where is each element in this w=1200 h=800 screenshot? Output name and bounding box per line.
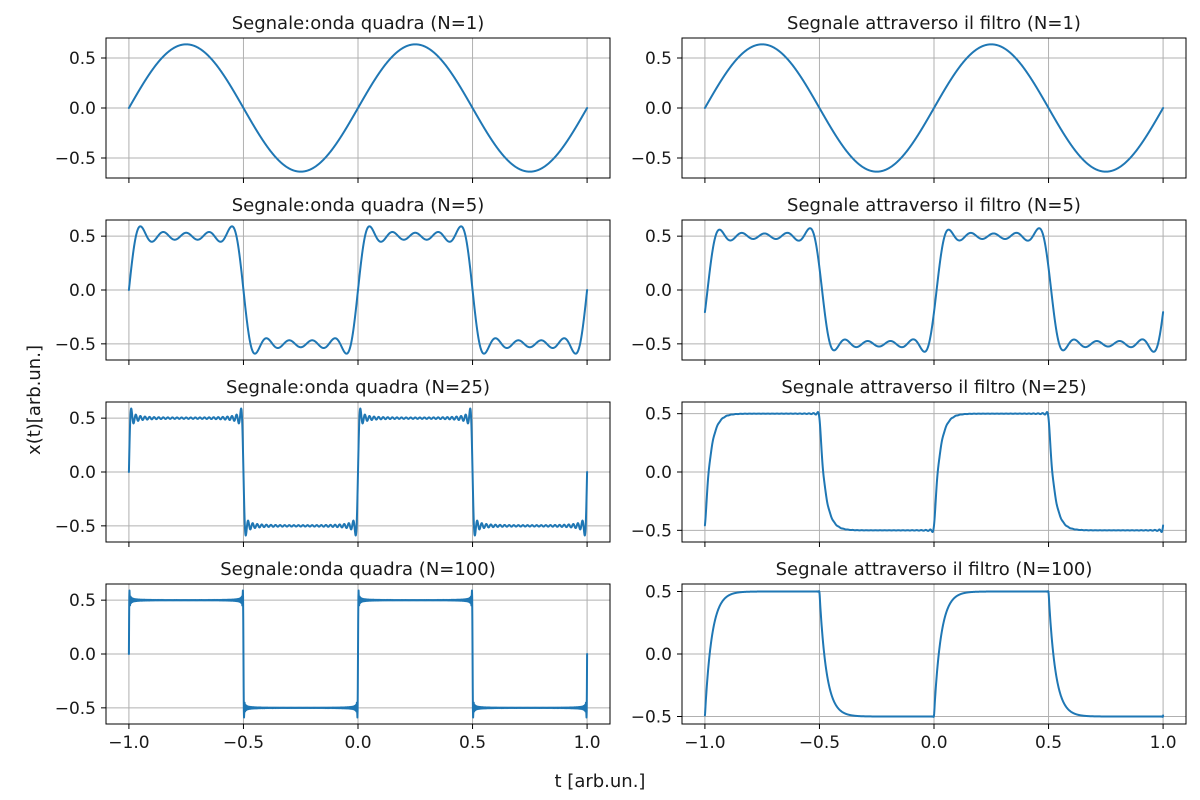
x-tick-label: 1.0 xyxy=(574,733,601,753)
y-tick-label: 0.0 xyxy=(645,463,672,483)
subplot-7: 0.5 0.0 −0.5 −1.0 −0.5 0.0 0.5 1.0 Segnale:onda … xyxy=(55,559,611,753)
subplot-5: 0.5 0.0 −0.5 Segnale:onda quadra (N=25) xyxy=(55,377,611,547)
subplot-3: 0.5 0.0 −0.5 Segnale:onda quadra (N=5) xyxy=(55,195,611,365)
subplot-title: Segnale:onda quadra (N=1) xyxy=(232,13,485,34)
y-tick-label: 0.0 xyxy=(69,99,96,119)
x-tick-label: 0.5 xyxy=(1035,733,1062,753)
series-line xyxy=(703,227,1165,353)
figure-xlabel: t [arb.un.] xyxy=(555,771,646,792)
y-tick-label: 0.0 xyxy=(645,99,672,119)
y-tick-label: −0.5 xyxy=(55,699,96,719)
y-tick-label: 0.5 xyxy=(645,49,672,69)
y-tick-label: 0.0 xyxy=(69,463,96,483)
y-tick-label: 0.5 xyxy=(645,583,672,603)
subplot-title: Segnale attraverso il filtro (N=1) xyxy=(787,13,1081,34)
subplot-title: Segnale attraverso il filtro (N=100) xyxy=(776,559,1093,580)
subplot-title: Segnale:onda quadra (N=5) xyxy=(232,195,485,216)
y-tick-label: −0.5 xyxy=(55,335,96,355)
subplot-6: 0.5 0.0 −0.5 Segnale attraverso il filtro (… xyxy=(631,377,1187,547)
series-line xyxy=(703,43,1165,173)
series-line xyxy=(127,225,589,355)
figure-ylabel: x(t)[arb.un.] xyxy=(24,345,45,455)
subplot-title: Segnale attraverso il filtro (N=5) xyxy=(787,195,1081,216)
subplot-title: Segnale attraverso il filtro (N=25) xyxy=(781,377,1086,398)
subplot-2: 0.5 0.0 −0.5 Segnale attraverso il filtro (… xyxy=(631,13,1187,183)
subplot-1: 0.5 0.0 −0.5 Segnale:onda quadra (N=1) xyxy=(55,13,611,183)
x-tick-label: 0.0 xyxy=(920,733,947,753)
series-line xyxy=(127,407,589,537)
series-line xyxy=(127,43,589,173)
y-tick-label: 0.5 xyxy=(69,49,96,69)
x-tick-label: −1.0 xyxy=(108,733,149,753)
subplot-4: 0.5 0.0 −0.5 Segnale attraverso il filtro (… xyxy=(631,195,1187,365)
y-tick-label: −0.5 xyxy=(631,149,672,169)
y-tick-label: 0.0 xyxy=(645,645,672,665)
y-tick-label: 0.0 xyxy=(69,281,96,301)
series-line xyxy=(703,590,1165,718)
series-line xyxy=(703,411,1165,533)
subplot-title: Segnale:onda quadra (N=25) xyxy=(226,377,490,398)
x-tick-label: 0.5 xyxy=(459,733,486,753)
y-tick-label: 0.5 xyxy=(645,227,672,247)
y-tick-label: −0.5 xyxy=(631,708,672,728)
subplot-8: 0.5 0.0 −0.5 −1.0 −0.5 0.0 0.5 1.0 Segnale attra… xyxy=(631,559,1187,753)
series-line xyxy=(127,589,589,719)
x-tick-label: −0.5 xyxy=(799,733,840,753)
y-tick-label: 0.0 xyxy=(645,281,672,301)
subplot-title: Segnale:onda quadra (N=100) xyxy=(220,559,496,580)
x-tick-label: −0.5 xyxy=(223,733,264,753)
y-tick-label: 0.5 xyxy=(69,409,96,429)
y-tick-label: −0.5 xyxy=(631,335,672,355)
y-tick-label: 0.0 xyxy=(69,645,96,665)
x-tick-label: 0.0 xyxy=(344,733,371,753)
y-tick-label: −0.5 xyxy=(55,149,96,169)
y-tick-label: 0.5 xyxy=(69,591,96,611)
y-tick-label: 0.5 xyxy=(645,405,672,425)
x-tick-label: −1.0 xyxy=(684,733,725,753)
x-tick-label: 1.0 xyxy=(1150,733,1177,753)
y-tick-label: −0.5 xyxy=(631,521,672,541)
y-tick-label: 0.5 xyxy=(69,227,96,247)
y-tick-label: −0.5 xyxy=(55,517,96,537)
